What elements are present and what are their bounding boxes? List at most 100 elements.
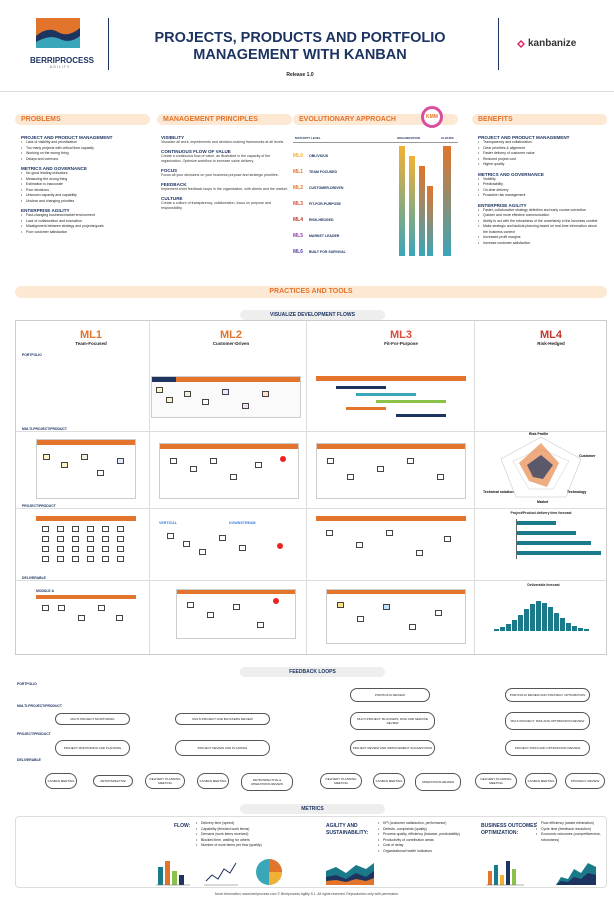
benefits-group-list: Transparency and collaborationClear prio… [478,140,601,168]
ml-column-code: ML1 [80,329,102,341]
ml3-multi-board [316,443,466,499]
board-card [102,536,109,542]
logo-subtext: AGILITY [49,65,71,69]
feedback-banner: FEEDBACK LOOPS [240,667,385,677]
page-title: PROJECTS, PRODUCTS AND PORTFOLIO MANAGEM… [120,30,480,64]
board-card [116,615,123,621]
histogram-bar [518,615,523,631]
problems-item: Misalignment between strategy and projec… [21,224,144,230]
maturity-level-code: ML4 [293,217,303,223]
ml1-project-board [36,516,136,571]
benefits-group-heading: ENTERPRISE AGILITY [478,202,527,208]
metric-item: Flow efficiency (waste elimination) [536,821,606,827]
histogram-bars [494,601,589,631]
problems-item: Estimation is inaccurate [21,182,144,188]
board-card [87,536,94,542]
kanbanize-text: kanbanize [528,38,577,49]
ml-column-label: Fit-For-Purpose [384,341,418,346]
fb-ml3-multi: MULTI-PROJECT, BLOCKERS, RISK AND SERVIC… [350,712,435,730]
benefits-group-heading: PROJECT AND PRODUCT MANAGEMENT [478,135,570,140]
practices-title: PRACTICES AND TOOLS [15,286,607,298]
ml-column-label: Team-Focused [75,341,107,346]
metric-item: Delivery time (speed) [196,821,316,827]
metric-item: Cycle time (feedback resolution) [536,827,606,833]
feedback-area: PORTFOLIO MULTI-PROJECT/PRODUCT PROJECT/… [15,680,607,775]
problems-group-heading: ENTERPRISE AGILITY [21,208,70,213]
board-card [72,536,79,542]
metric-item: KPI (customer satisfaction, performance) [378,821,478,827]
col-divider-1 [149,321,150,654]
maturity-level-row: ML3 FIT-FOR-PURPOSE [293,196,393,212]
metric-item: Organizational health indicators [378,849,478,855]
kmm-badge: KMM [421,106,443,128]
board-card [87,556,94,562]
ml-column-code: ML3 [390,329,412,341]
board-card [58,605,65,611]
board-card [117,556,124,562]
gantt-bar [346,407,386,410]
berriprocess-logo: BERRIPROCESS AGILITY [30,18,95,69]
row-label-portfolio: PORTFOLIO [22,353,42,357]
board-card [97,470,104,476]
board-card [156,387,163,393]
metric-item: Productivity of contribution areas [378,838,478,844]
board-card [239,545,246,551]
board-card [326,530,333,536]
gantt-bar [396,414,446,417]
principle-heading: CULTURE [161,196,183,201]
histogram-bar [494,629,499,631]
histogram-bar [584,629,589,631]
histogram-bar [554,613,559,631]
maturity-level-label: BUILT FOR SURVIVAL [309,250,346,254]
board-header-dark [152,377,176,382]
board-card [444,536,451,542]
ml2-deliverable-board [176,589,296,639]
maturity-level-row: ML0 OBLIVIOUS [293,148,393,164]
forecast-bar [516,541,591,545]
maturity-level-row: ML5 MARKET LEADER [293,228,393,244]
radar-label: Customer [579,454,596,458]
board-card [409,624,416,630]
radar-label: Market [537,500,549,504]
board-card [72,556,79,562]
board-card [166,397,173,403]
benefits-item: Faster, collaborative strategy definitio… [478,208,601,214]
metric-item: Process quality, efficiency (balance, pr… [378,832,478,838]
maturity-level-code: ML1 [293,169,303,175]
fb-ml1-multi: MULTI-PROJECT MONITORING [55,713,130,725]
blocker-dot [277,543,283,549]
ml3-portfolio-gantt [316,376,466,421]
ml-column-header: ML1 Team-Focused [56,329,126,346]
ml3-deliverable-board [326,589,466,644]
metric-item: Economic outcomes (competitiveness, robu… [536,832,606,843]
flow-bar-chart [156,861,190,886]
header: BERRIPROCESS AGILITY PROJECTS, PRODUCTS … [0,0,614,92]
fb-ml2-retro: RETROSPECTIVE & OPERATIONS REVIEW [241,773,293,791]
ml-column-label: Customer-Driven [212,341,250,346]
board-card [87,526,94,532]
logo-text: BERRIPROCESS [30,56,95,65]
fb-ml3-project: PROJECT REVIEW AND IMPROVEMENT SUGGESTIO… [350,740,435,756]
problems-item: Working on the wrong thing [21,151,144,157]
principle-text: Visualize all work, impediments and deci… [161,140,285,144]
histogram-bar [536,601,541,631]
ml1-multi-board [36,439,136,499]
maturity-level-code: ML5 [293,233,303,239]
problems-list: PROJECT AND PRODUCT MANAGEMENTLack of vi… [15,125,150,235]
board-card [117,458,124,464]
board-card [72,526,79,532]
business-bar-chart [486,861,524,886]
ml2-project-board: VERTICAL DOWNSTREAM [159,521,299,571]
problems-section: PROBLEMS PROJECT AND PRODUCT MANAGEMENTL… [15,114,150,274]
benefits-item: Ability to act with the robustness of th… [478,219,601,225]
kanbanize-logo: kanbanize [516,38,576,49]
ml2-vertical-label: VERTICAL [159,521,177,525]
problems-group-list: Fast-changing business/market environmen… [21,213,144,235]
fb-ml1-daily: KANBAN MEETING [45,773,77,789]
board-card [357,616,364,622]
board-card [377,466,384,472]
principle-heading: FOCUS [161,168,178,173]
histogram-bar [512,620,517,631]
board-card [437,474,444,480]
col-divider-2 [306,321,307,654]
